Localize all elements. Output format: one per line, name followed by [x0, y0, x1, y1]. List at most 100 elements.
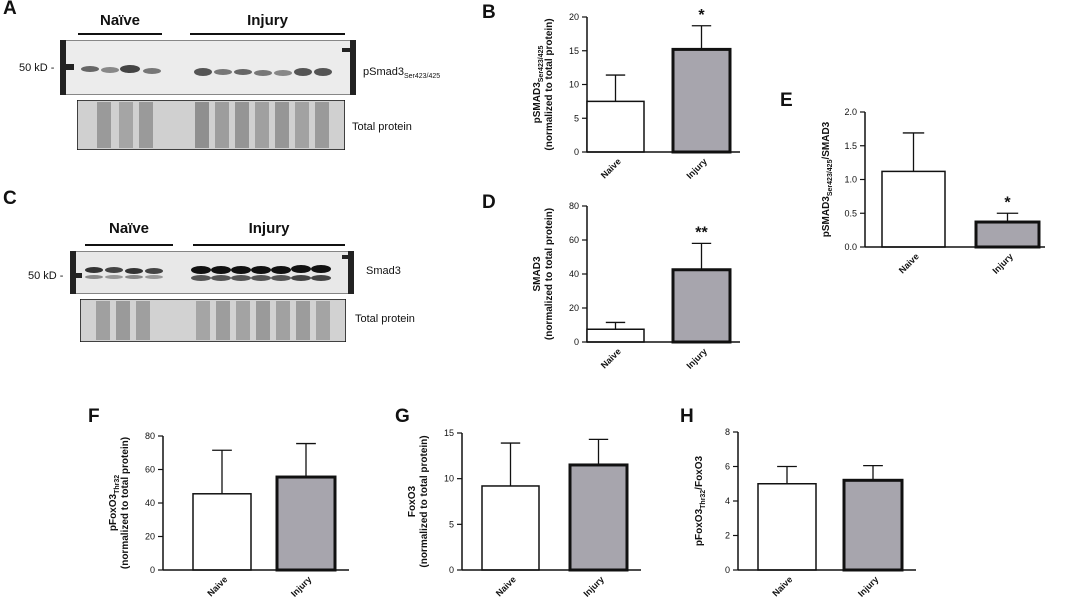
chart-svg-f: F 0 20 40 60 80 pFoxO3Thr32 (normalized to tota… [88, 406, 349, 599]
chart-g: G 0 5 10 15 FoxO3 (normalized to total protein… [392, 405, 662, 600]
y-axis-label-main: pFoxO3 [694, 508, 705, 546]
y-tick-label: 4 [725, 496, 730, 506]
bar-injury [671, 268, 732, 344]
y-axis-label: pFoxO3Thr32 [108, 475, 121, 531]
x-tick-label: Injury [991, 251, 1015, 275]
x-tick-label: Naive [599, 156, 623, 180]
group-label-injury-a: Injury [247, 12, 288, 29]
group-label-naive-c: Naïve [108, 220, 150, 237]
y-axis-label: pFoxO3Thr32/FoxO3 [694, 455, 707, 546]
y-tick-label: 1.5 [844, 141, 857, 151]
y-tick-label: 10 [444, 474, 454, 484]
y-axis-label: pSMAD3Ser423/425/SMAD3 [821, 121, 834, 237]
bar-naive [586, 100, 645, 153]
mw-marker-label-c: 50 kD - [28, 270, 64, 282]
y-tick-label: 2.0 [844, 107, 857, 117]
total-protein-blot-a [77, 100, 345, 150]
chart-f: F 0 20 40 60 80 pFoxO3Thr32 (normalized to tota… [85, 405, 370, 600]
y-tick-label: 0.0 [844, 242, 857, 252]
y-axis-label-main: pFoxO3 [108, 493, 119, 531]
y-tick-label: 0 [150, 565, 155, 575]
y-axis-label-main: pSMAD3 [821, 196, 832, 238]
chart-d: D 0 20 40 60 80 SMAD3 (normalized to total prot… [477, 188, 740, 383]
y-axis-label-line2: (normalized to total protein) [544, 208, 555, 340]
y-axis-label-tail: /SMAD3 [821, 121, 832, 159]
chart-svg-b: B 0 5 10 15 20 pSMAD3Ser423/425 (normalized to … [482, 2, 740, 181]
panel-letter-h: H [680, 406, 694, 427]
panel-letter-a: A [3, 0, 17, 19]
y-tick-label: 20 [569, 12, 579, 22]
y-axis-label: pSMAD3Ser423/425 [532, 46, 545, 124]
bar-injury [842, 478, 904, 572]
chart-h: H 0 2 4 6 8 pFoxO3Thr32/FoxO3 Naive Injury [675, 405, 945, 600]
total-protein-label-a: Total protein [352, 121, 412, 133]
panel-letter-e: E [780, 90, 793, 111]
x-tick-label: Naive [599, 346, 623, 370]
group-label-injury-c: Injury [248, 220, 290, 237]
mw-marker-label-a: 50 kD - [19, 62, 55, 74]
group-label-naive-a: Naïve [99, 12, 141, 29]
smad3-band-label: Smad3 [366, 265, 401, 277]
y-axis-label: SMAD3 [532, 256, 543, 291]
y-tick-label: 0 [574, 337, 579, 347]
group-line-naive-c [85, 244, 173, 246]
group-line-injury-c [193, 244, 345, 246]
pSmad3-blot [60, 40, 356, 95]
y-tick-label: 60 [569, 235, 579, 245]
bar-injury [974, 220, 1041, 249]
y-tick-label: 15 [444, 428, 454, 438]
significance-marker: * [1004, 194, 1011, 211]
x-tick-label: Naive [205, 574, 229, 598]
y-tick-label: 20 [145, 532, 155, 542]
y-axis-label-subscript: Ser423/425 [538, 46, 545, 83]
x-tick-label: Injury [582, 574, 606, 598]
bar-injury [671, 47, 732, 154]
total-protein-label-c: Total protein [355, 313, 415, 325]
x-tick-label: Injury [685, 346, 709, 370]
y-axis-label-main: SMAD3 [532, 256, 543, 291]
bar-naive [881, 170, 946, 248]
x-tick-label: Injury [289, 574, 313, 598]
panel-letter-c: C [3, 188, 17, 209]
chart-e: E 0.0 0.5 1.0 1.5 2.0 pSMAD3Ser423/425/SMAD3 Na… [775, 90, 1045, 290]
bar-injury [568, 463, 629, 572]
panel-letter-d: D [482, 192, 496, 213]
y-tick-label: 6 [725, 462, 730, 472]
x-tick-label: Injury [685, 156, 709, 180]
bar-naive [481, 485, 540, 571]
y-tick-label: 80 [145, 431, 155, 441]
chart-svg-h: H 0 2 4 6 8 pFoxO3Thr32/FoxO3 Naive Injury [680, 406, 916, 599]
chart-b: B 0 5 10 15 20 pSMAD3Ser423/425 (normalized to … [477, 0, 740, 195]
bar-naive [586, 328, 645, 343]
group-line-naive-a [78, 33, 162, 35]
y-axis-label-subscript: Thr32 [114, 475, 121, 494]
panel-letter-f: F [88, 406, 100, 427]
total-protein-blot-c [80, 299, 346, 342]
y-axis-label-tail: /FoxO3 [694, 455, 705, 489]
significance-marker: * [698, 7, 705, 24]
y-axis-label-line2: (normalized to total protein) [544, 18, 555, 150]
bar-injury [275, 475, 337, 572]
y-tick-label: 1.0 [844, 175, 857, 185]
y-tick-label: 60 [145, 465, 155, 475]
y-tick-label: 15 [569, 46, 579, 56]
y-axis-label-main: FoxO3 [407, 486, 418, 518]
y-tick-label: 0 [725, 565, 730, 575]
chart-svg-d: D 0 20 40 60 80 SMAD3 (normalized to total prot… [482, 192, 740, 371]
y-tick-label: 5 [574, 113, 579, 123]
y-axis-label-subscript: Thr32 [700, 490, 707, 509]
chart-svg-e: E 0.0 0.5 1.0 1.5 2.0 pSMAD3Ser423/425/SMAD3 Na… [780, 90, 1045, 276]
bar-naive [192, 493, 252, 571]
x-tick-label: Naive [770, 574, 794, 598]
bar-naive [757, 483, 817, 571]
y-axis-label-main: pSMAD3 [532, 82, 543, 124]
chart-svg-g: G 0 5 10 15 FoxO3 (normalized to total protein… [395, 406, 641, 599]
y-axis-label-line2: (normalized to total protein) [419, 435, 430, 567]
y-tick-label: 0 [449, 565, 454, 575]
y-axis-label-line2: (normalized to total protein) [120, 437, 131, 569]
panel-letter-b: B [482, 2, 496, 23]
panel-letter-g: G [395, 406, 410, 427]
x-tick-label: Naive [897, 251, 921, 275]
y-tick-label: 0.5 [844, 208, 857, 218]
y-tick-label: 20 [569, 303, 579, 313]
